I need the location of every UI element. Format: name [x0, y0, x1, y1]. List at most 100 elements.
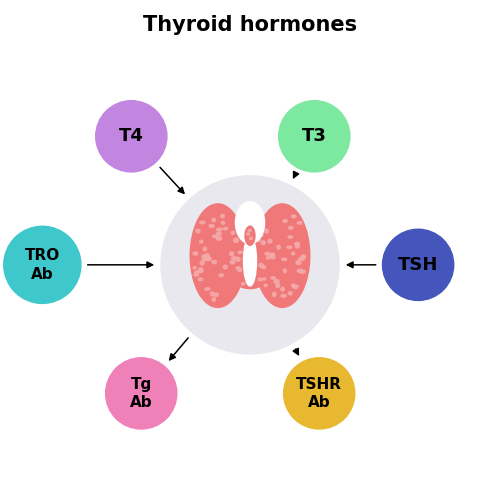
- Ellipse shape: [234, 238, 238, 242]
- Ellipse shape: [262, 278, 266, 280]
- Circle shape: [161, 176, 339, 354]
- Ellipse shape: [258, 239, 261, 242]
- Ellipse shape: [281, 294, 286, 298]
- Ellipse shape: [202, 255, 206, 258]
- Ellipse shape: [259, 234, 263, 236]
- Ellipse shape: [259, 264, 263, 268]
- Ellipse shape: [199, 268, 202, 271]
- Ellipse shape: [270, 255, 275, 259]
- Ellipse shape: [193, 252, 198, 255]
- Text: T3: T3: [302, 128, 326, 146]
- Ellipse shape: [219, 274, 224, 277]
- Text: TSHR
Ab: TSHR Ab: [296, 376, 342, 410]
- Ellipse shape: [222, 222, 224, 224]
- Ellipse shape: [282, 258, 286, 260]
- Ellipse shape: [254, 204, 310, 308]
- Ellipse shape: [246, 233, 250, 235]
- Ellipse shape: [232, 257, 236, 260]
- Text: Thyroid hormones: Thyroid hormones: [143, 15, 357, 35]
- Ellipse shape: [193, 266, 196, 269]
- Ellipse shape: [276, 284, 280, 288]
- Ellipse shape: [301, 256, 304, 260]
- Ellipse shape: [242, 282, 245, 285]
- Ellipse shape: [216, 228, 222, 231]
- Ellipse shape: [238, 268, 242, 272]
- Ellipse shape: [258, 278, 262, 281]
- Ellipse shape: [293, 285, 298, 288]
- Ellipse shape: [250, 275, 253, 278]
- Ellipse shape: [216, 236, 222, 240]
- Ellipse shape: [245, 226, 255, 246]
- Ellipse shape: [250, 237, 252, 240]
- Ellipse shape: [274, 280, 279, 283]
- Ellipse shape: [248, 230, 251, 232]
- Ellipse shape: [204, 254, 210, 258]
- Ellipse shape: [194, 274, 198, 276]
- Ellipse shape: [232, 231, 234, 234]
- Ellipse shape: [298, 269, 302, 272]
- Ellipse shape: [269, 254, 274, 257]
- Ellipse shape: [224, 228, 228, 230]
- Circle shape: [96, 100, 167, 172]
- Ellipse shape: [236, 267, 240, 269]
- Ellipse shape: [277, 246, 280, 250]
- Ellipse shape: [301, 255, 306, 258]
- Ellipse shape: [212, 260, 216, 264]
- Ellipse shape: [196, 229, 200, 233]
- Ellipse shape: [238, 251, 242, 254]
- Ellipse shape: [198, 268, 203, 272]
- Ellipse shape: [212, 298, 216, 302]
- Ellipse shape: [287, 246, 292, 248]
- Ellipse shape: [202, 258, 207, 261]
- Circle shape: [382, 229, 454, 300]
- Ellipse shape: [230, 252, 234, 256]
- Ellipse shape: [292, 284, 295, 287]
- Text: T4: T4: [119, 128, 144, 146]
- Ellipse shape: [266, 256, 270, 259]
- Ellipse shape: [300, 270, 305, 274]
- Ellipse shape: [265, 229, 268, 234]
- Circle shape: [4, 226, 81, 304]
- Ellipse shape: [223, 265, 228, 269]
- Ellipse shape: [288, 292, 292, 295]
- Ellipse shape: [200, 240, 203, 243]
- Ellipse shape: [216, 232, 221, 235]
- Ellipse shape: [298, 258, 303, 260]
- Ellipse shape: [281, 288, 284, 291]
- Ellipse shape: [203, 247, 206, 251]
- Ellipse shape: [200, 221, 205, 224]
- Ellipse shape: [284, 269, 286, 272]
- Ellipse shape: [244, 236, 256, 286]
- Text: TRO
Ab: TRO Ab: [24, 248, 60, 282]
- Circle shape: [106, 358, 177, 429]
- Ellipse shape: [205, 256, 210, 260]
- Ellipse shape: [210, 292, 214, 296]
- Ellipse shape: [220, 214, 224, 218]
- Ellipse shape: [200, 261, 204, 265]
- Ellipse shape: [268, 240, 272, 243]
- Ellipse shape: [270, 253, 274, 256]
- Circle shape: [284, 358, 355, 429]
- Text: TSH: TSH: [398, 256, 438, 274]
- Ellipse shape: [230, 260, 234, 264]
- Ellipse shape: [205, 288, 210, 290]
- Ellipse shape: [209, 224, 214, 228]
- Text: Tg
Ab: Tg Ab: [130, 376, 152, 410]
- Ellipse shape: [236, 202, 264, 244]
- Ellipse shape: [288, 226, 293, 229]
- Ellipse shape: [214, 293, 218, 296]
- Ellipse shape: [265, 252, 270, 255]
- Ellipse shape: [250, 278, 254, 280]
- Ellipse shape: [264, 284, 268, 286]
- Ellipse shape: [236, 258, 240, 262]
- Ellipse shape: [198, 278, 202, 280]
- Ellipse shape: [283, 220, 288, 222]
- Ellipse shape: [194, 271, 199, 274]
- Ellipse shape: [272, 292, 276, 296]
- Circle shape: [278, 100, 350, 172]
- Ellipse shape: [190, 204, 246, 308]
- Ellipse shape: [296, 260, 301, 264]
- Ellipse shape: [297, 222, 302, 224]
- Ellipse shape: [296, 244, 300, 248]
- Ellipse shape: [212, 218, 216, 222]
